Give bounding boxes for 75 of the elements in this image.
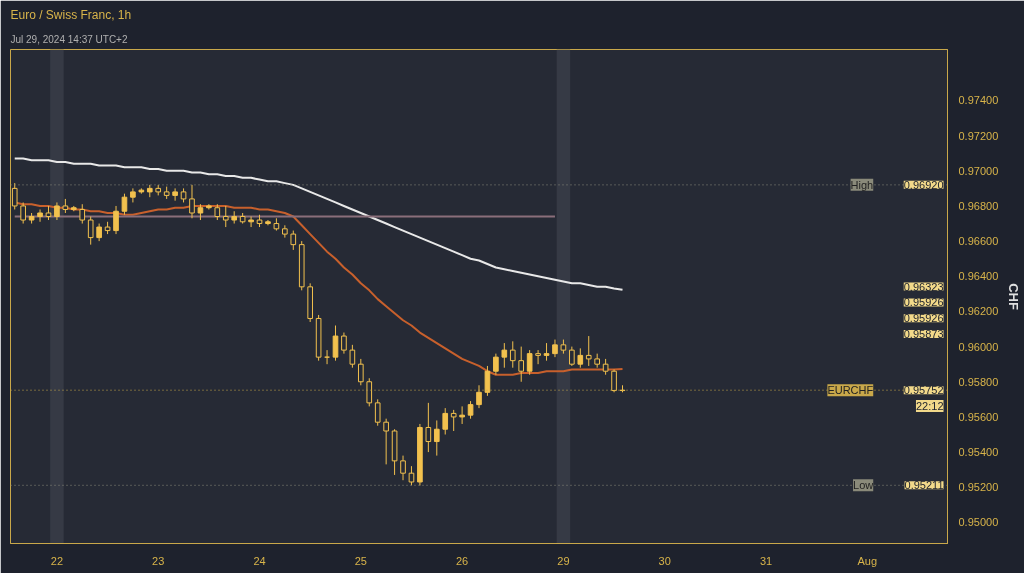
candlestick: [577, 347, 584, 369]
y-tick-label: 0.95800: [958, 375, 999, 388]
candlestick: [611, 368, 617, 393]
candlestick: [484, 365, 491, 397]
ref-line-label: EURCHF: [827, 384, 874, 397]
candlestick: [585, 335, 592, 367]
candlestick: [113, 205, 119, 235]
ref-line-label: Low: [853, 479, 874, 492]
candlestick: [400, 455, 406, 481]
candlestick: [535, 349, 541, 365]
candlestick: [341, 332, 347, 355]
candlestick: [172, 187, 178, 202]
candlestick: [433, 419, 440, 457]
annotation: 0.95873: [903, 328, 944, 341]
annotation: 0.95752: [903, 384, 944, 397]
candlestick: [374, 398, 381, 427]
x-tick-label: 29: [557, 554, 570, 567]
annotation: 0.95926: [903, 312, 944, 325]
candlestick: [37, 208, 43, 223]
candlestick: [248, 216, 254, 228]
candlestick: [518, 346, 525, 383]
y-tick-label: 0.97200: [958, 129, 999, 142]
y-tick-label: 0.95400: [958, 446, 999, 459]
candlestick: [383, 418, 389, 465]
candlestick: [189, 184, 195, 219]
annotation: 0.95211: [904, 479, 944, 492]
candlestick: [459, 405, 465, 425]
candlestick: [501, 342, 508, 369]
x-tick-label: 25: [354, 554, 367, 567]
y-tick-label: 0.97400: [958, 94, 999, 107]
candlestick: [408, 465, 415, 486]
candlestick: [569, 346, 575, 367]
y-tick-label: 0.96600: [958, 235, 999, 248]
y-tick-label: 0.97000: [958, 164, 999, 177]
x-tick-label: 31: [759, 554, 773, 567]
x-tick-label: 23: [152, 554, 165, 567]
candlestick: [509, 340, 516, 369]
candlestick: [349, 344, 356, 369]
candlestick: [476, 384, 482, 409]
candlestick: [493, 353, 499, 376]
y-tick-label: 0.96400: [958, 270, 999, 283]
candlestick: [526, 349, 533, 376]
chart-title: Euro / Swiss Franc, 1h: [10, 7, 132, 22]
x-tick-label: 22: [50, 554, 64, 567]
x-tick-label: 30: [658, 554, 671, 567]
candlestick: [290, 230, 297, 251]
candlestick: [79, 203, 86, 225]
candlestick: [450, 409, 457, 432]
candlestick: [222, 205, 229, 228]
candlestick: [130, 187, 136, 203]
x-tick-label: 26: [456, 554, 469, 567]
y-tick-label: 0.95000: [958, 516, 999, 529]
y-tick-label: 0.95600: [958, 410, 999, 423]
candlestick: [442, 407, 449, 435]
ref-line-label: High: [850, 178, 874, 191]
chart-subtitle: Jul 29, 2024 14:37 UTC+2: [10, 33, 128, 45]
y-tick-label: 0.96800: [958, 199, 999, 212]
y-tick-label: 0.96000: [958, 340, 999, 353]
line-series: [13, 157, 624, 291]
candlestick: [425, 402, 432, 453]
candlestick: [20, 201, 26, 225]
x-tick-label: 24: [253, 554, 266, 567]
y-axis-title: CHF: [1006, 283, 1022, 310]
candlestick: [366, 377, 373, 407]
candlestick: [332, 325, 339, 362]
y-tick-label: 0.95200: [958, 481, 999, 494]
annotation: 22:12: [915, 400, 944, 413]
candlestick: [121, 193, 128, 216]
candlestick: [87, 216, 94, 246]
annotation: 0.96323: [903, 280, 944, 293]
x-tick-label: Aug: [857, 554, 878, 567]
annotation: 0.96920: [903, 178, 944, 191]
candlestick: [358, 358, 364, 386]
y-tick-label: 0.96200: [958, 305, 999, 318]
annotation: 0.95926: [903, 296, 944, 309]
